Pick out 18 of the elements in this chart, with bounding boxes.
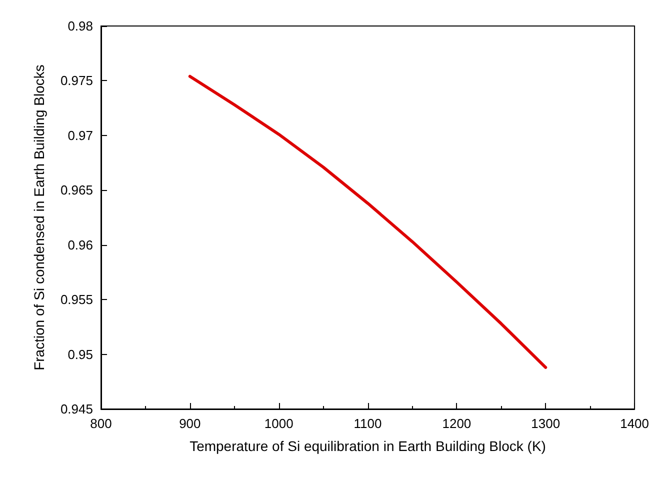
y-tick-label: 0.975: [60, 73, 93, 88]
y-tick-label: 0.965: [60, 182, 93, 198]
x-tick-label: 900: [179, 416, 201, 431]
x-tick-label: 1100: [354, 416, 382, 431]
x-tick-label: 1300: [531, 416, 560, 431]
x-axis-title: Temperature of Si equilibration in Earth Building Block (K): [190, 438, 546, 454]
y-tick-label: 0.945: [60, 402, 93, 416]
y-tick-label: 0.955: [60, 292, 93, 308]
y-tick-label: 0.97: [68, 128, 93, 143]
y-tick-label: 0.98: [68, 18, 93, 34]
x-tick-label: 1000: [264, 416, 294, 431]
x-tick-label: 1400: [620, 416, 649, 431]
y-tick-label: 0.95: [68, 346, 93, 362]
y-tick-label: 0.96: [68, 237, 93, 252]
x-tick-label: 800: [90, 416, 112, 431]
line-series: [188, 74, 548, 369]
x-tick-label: 1200: [442, 416, 472, 431]
y-axis-title: Fraction of Si condensed in Earth Building Blocks: [31, 64, 47, 370]
